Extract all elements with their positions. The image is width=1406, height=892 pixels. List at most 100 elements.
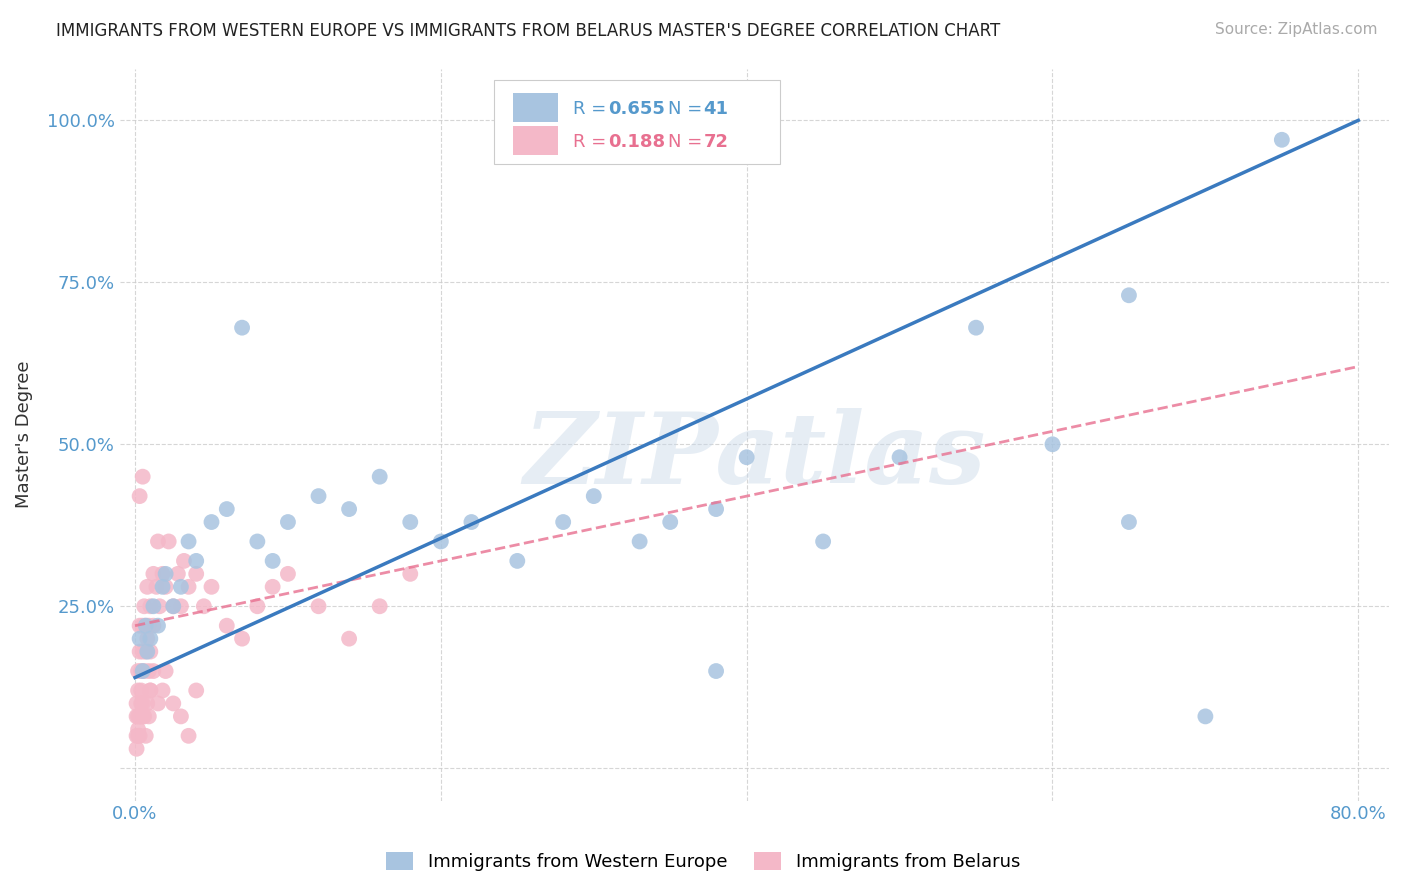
Point	[262, 580, 284, 594]
Point	[186, 683, 208, 698]
Point	[1118, 288, 1140, 302]
Point	[128, 489, 150, 503]
Point	[142, 599, 165, 614]
Point	[704, 664, 727, 678]
Point	[368, 469, 391, 483]
Point	[136, 580, 159, 594]
Text: N =: N =	[668, 100, 709, 118]
Point	[125, 741, 148, 756]
Point	[128, 618, 150, 632]
Point	[146, 618, 169, 632]
Point	[135, 729, 157, 743]
Point	[430, 534, 453, 549]
Point	[139, 645, 162, 659]
Point	[177, 534, 200, 549]
Text: Source: ZipAtlas.com: Source: ZipAtlas.com	[1215, 22, 1378, 37]
Point	[162, 599, 184, 614]
Point	[162, 697, 184, 711]
Point	[1271, 133, 1294, 147]
Point	[142, 664, 165, 678]
Text: 0.188: 0.188	[609, 133, 665, 151]
Text: 41: 41	[703, 100, 728, 118]
Point	[1194, 709, 1216, 723]
Point	[308, 489, 330, 503]
Point	[128, 645, 150, 659]
Point	[368, 599, 391, 614]
Point	[134, 599, 156, 614]
Point	[659, 515, 682, 529]
Point	[125, 729, 148, 743]
Point	[166, 566, 188, 581]
Point	[506, 554, 529, 568]
Text: 72: 72	[703, 133, 728, 151]
Point	[155, 566, 177, 581]
Point	[173, 554, 195, 568]
Point	[582, 489, 605, 503]
Point	[177, 580, 200, 594]
Point	[170, 599, 193, 614]
FancyBboxPatch shape	[513, 93, 558, 122]
Point	[127, 729, 149, 743]
Point	[131, 697, 153, 711]
Legend: Immigrants from Western Europe, Immigrants from Belarus: Immigrants from Western Europe, Immigran…	[378, 845, 1028, 879]
Point	[170, 580, 193, 594]
Point	[131, 645, 153, 659]
Point	[215, 618, 238, 632]
Point	[186, 566, 208, 581]
Point	[139, 683, 162, 698]
FancyBboxPatch shape	[513, 126, 558, 155]
Point	[157, 534, 180, 549]
FancyBboxPatch shape	[494, 79, 780, 164]
Point	[135, 618, 157, 632]
Point	[277, 566, 299, 581]
Point	[146, 697, 169, 711]
Point	[337, 632, 360, 646]
Point	[735, 450, 758, 465]
Point	[965, 320, 987, 334]
Point	[200, 580, 222, 594]
Point	[277, 515, 299, 529]
Text: IMMIGRANTS FROM WESTERN EUROPE VS IMMIGRANTS FROM BELARUS MASTER'S DEGREE CORREL: IMMIGRANTS FROM WESTERN EUROPE VS IMMIGR…	[56, 22, 1001, 40]
Point	[131, 469, 153, 483]
Text: ZIPatlas: ZIPatlas	[523, 409, 986, 505]
Point	[138, 709, 160, 723]
Point	[231, 320, 253, 334]
Point	[134, 709, 156, 723]
Point	[139, 683, 162, 698]
Point	[399, 566, 422, 581]
Point	[127, 709, 149, 723]
Point	[152, 580, 174, 594]
Point	[125, 709, 148, 723]
Point	[139, 632, 162, 646]
Point	[129, 683, 152, 698]
Point	[200, 515, 222, 529]
Point	[553, 515, 575, 529]
Point	[127, 664, 149, 678]
Point	[337, 502, 360, 516]
Text: N =: N =	[668, 133, 709, 151]
Point	[136, 645, 159, 659]
Point	[889, 450, 911, 465]
Point	[142, 566, 165, 581]
Point	[127, 723, 149, 737]
Point	[460, 515, 482, 529]
Point	[262, 554, 284, 568]
Point	[127, 683, 149, 698]
Point	[399, 515, 422, 529]
Point	[129, 664, 152, 678]
Point	[136, 632, 159, 646]
Point	[704, 502, 727, 516]
Point	[811, 534, 834, 549]
Point	[129, 709, 152, 723]
Point	[162, 599, 184, 614]
Point	[155, 580, 177, 594]
Point	[131, 618, 153, 632]
Point	[138, 664, 160, 678]
Point	[131, 709, 153, 723]
Point	[142, 618, 165, 632]
Point	[177, 729, 200, 743]
Point	[145, 580, 167, 594]
Point	[1118, 515, 1140, 529]
Point	[146, 534, 169, 549]
Point	[246, 534, 269, 549]
